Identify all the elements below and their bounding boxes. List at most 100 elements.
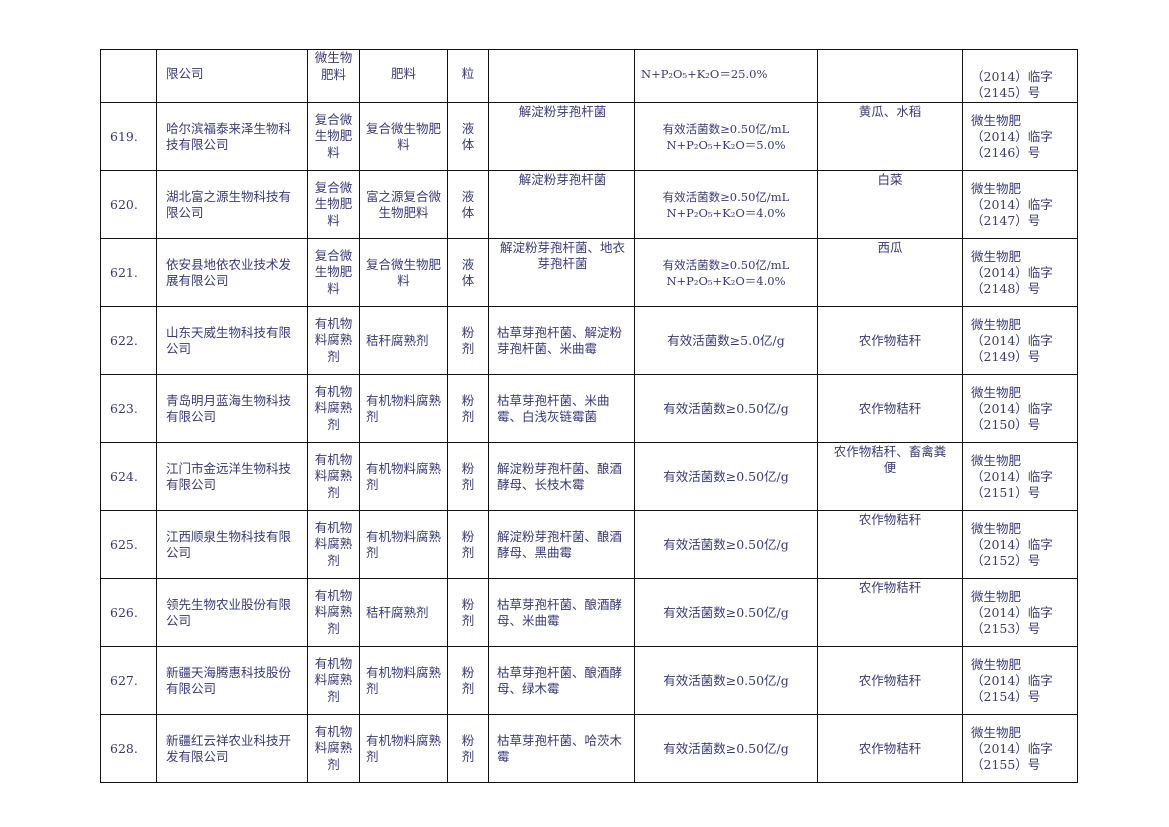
content-line-1: 有效活菌数≥0.50亿/g [663, 468, 789, 484]
cell-content: 有效活菌数≥0.50亿/g [634, 374, 818, 443]
cell-content: 有效活菌数≥0.50亿/g [634, 510, 818, 579]
cell-form: 粉剂 [447, 374, 489, 443]
cell-content: 有效活菌数≥0.50亿/mL N+P₂O₅+K₂O＝4.0% [634, 170, 818, 239]
cell-type: 有机物料腐熟剂 [307, 306, 360, 375]
cell-product-name: 有机物料腐熟剂 [359, 510, 448, 579]
registration-line-2: （2148）号 [971, 280, 1041, 296]
cell-company: 江西顺泉生物科技有限公司 [156, 510, 308, 579]
cell-strain [488, 49, 635, 103]
cell-company: 江门市金远洋生物科技有限公司 [156, 442, 308, 511]
cell-crop: 农作物秸秆、畜禽粪便 [817, 442, 963, 511]
registration-line-1: （2014）临字 [971, 468, 1053, 484]
cell-form: 粉剂 [447, 646, 489, 715]
cell-number: 625. [100, 510, 157, 579]
cell-type: 有机物料腐熟剂 [307, 646, 360, 715]
table-row-continued: 限公司 微生物肥料 肥料 粒 N+P₂O₅+K₂O＝25.0% （2014）临字… [100, 49, 1078, 103]
cell-number: 622. [100, 306, 157, 375]
cell-number: 627. [100, 646, 157, 715]
cell-crop: 农作物秸秆 [817, 646, 963, 715]
cell-content: 有效活菌数≥0.50亿/g [634, 714, 818, 783]
registration-line-0: 微生物肥 [971, 588, 1022, 604]
cell-type: 有机物料腐熟剂 [307, 714, 360, 783]
cell-form: 粒 [447, 49, 489, 103]
registration-table: 限公司 微生物肥料 肥料 粒 N+P₂O₅+K₂O＝25.0% （2014）临字… [100, 49, 1078, 783]
registration-line-0: 微生物肥 [971, 452, 1022, 468]
registration-line-1: （2014）临字 [971, 536, 1053, 552]
cell-form: 液体 [447, 170, 489, 239]
cell-company: 哈尔滨福泰来泽生物科技有限公司 [156, 102, 308, 171]
registration-line-2: （2155）号 [971, 756, 1041, 772]
cell-product-name: 复合微生物肥料 [359, 102, 448, 171]
cell-type: 复合微生物肥料 [307, 170, 360, 239]
registration-line-0: 微生物肥 [971, 656, 1022, 672]
cell-form: 粉剂 [447, 510, 489, 579]
cell-registration: 微生物肥 （2014）临字 （2149）号 [962, 306, 1078, 375]
table-row: 627. 新疆天海腾惠科技股份有限公司 有机物料腐熟剂 有机物料腐熟剂 粉剂 枯草芽孢杆菌… [100, 646, 1078, 715]
content-line-1: 有效活菌数≥0.50亿/g [663, 672, 789, 688]
cell-crop: 农作物秸秆 [817, 714, 963, 783]
content-line-1: 有效活菌数≥0.50亿/mL [662, 189, 790, 204]
cell-strain: 解淀粉芽孢杆菌、地衣芽孢杆菌 [488, 238, 635, 307]
cell-product-name: 复合微生物肥料 [359, 238, 448, 307]
registration-line-1: （2014）临字 [971, 264, 1053, 280]
cell-strain: 解淀粉芽孢杆菌、酿酒酵母、黑曲霉 [488, 510, 635, 579]
registration-line-0: 微生物肥 [971, 112, 1022, 128]
registration-line-1: （2014）临字 [971, 196, 1053, 212]
cell-company: 山东天威生物科技有限公司 [156, 306, 308, 375]
cell-form: 粉剂 [447, 714, 489, 783]
registration-line-2: （2147）号 [971, 212, 1041, 228]
cell-number [100, 49, 157, 103]
cell-registration: 微生物肥 （2014）临字 （2154）号 [962, 646, 1078, 715]
cell-crop: 农作物秸秆 [817, 578, 963, 647]
cell-crop: 农作物秸秆 [817, 510, 963, 579]
registration-line-2: （2146）号 [971, 144, 1041, 160]
cell-product-name: 富之源复合微生物肥料 [359, 170, 448, 239]
cell-crop: 白菜 [817, 170, 963, 239]
content-line-2: N+P₂O₅+K₂O＝4.0% [666, 273, 786, 288]
cell-content: 有效活菌数≥5.0亿/g [634, 306, 818, 375]
registration-line-2: （2150）号 [971, 416, 1041, 432]
registration-line-0: 微生物肥 [971, 316, 1022, 332]
content-line-1: 有效活菌数≥0.50亿/mL [662, 257, 790, 272]
cell-product-name: 有机物料腐熟剂 [359, 714, 448, 783]
registration-line-1: （2014）临字 [971, 672, 1053, 688]
cell-registration: 微生物肥 （2014）临字 （2151）号 [962, 442, 1078, 511]
cell-crop: 农作物秸秆 [817, 306, 963, 375]
table-row: 623. 青岛明月蓝海生物科技有限公司 有机物料腐熟剂 有机物料腐熟剂 粉剂 枯草芽孢杆菌… [100, 374, 1078, 443]
cell-crop: 农作物秸秆 [817, 374, 963, 443]
table-row: 619. 哈尔滨福泰来泽生物科技有限公司 复合微生物肥料 复合微生物肥料 液体 解淀粉芽孢… [100, 102, 1078, 171]
cell-registration: 微生物肥 （2014）临字 （2152）号 [962, 510, 1078, 579]
cell-type: 有机物料腐熟剂 [307, 578, 360, 647]
cell-product-name: 肥料 [359, 49, 448, 103]
registration-line-1: （2014）临字 [971, 400, 1053, 416]
cell-strain: 枯草芽孢杆菌、哈茨木霉 [488, 714, 635, 783]
cell-content: 有效活菌数≥0.50亿/mL N+P₂O₅+K₂O＝5.0% [634, 102, 818, 171]
table-row: 628. 新疆红云祥农业科技开发有限公司 有机物料腐熟剂 有机物料腐熟剂 粉剂 枯草芽孢杆… [100, 714, 1078, 783]
cell-registration: 微生物肥 （2014）临字 （2146）号 [962, 102, 1078, 171]
cell-content: 有效活菌数≥0.50亿/g [634, 646, 818, 715]
cell-strain: 解淀粉芽孢杆菌 [488, 170, 635, 239]
cell-company: 依安县地依农业技术发展有限公司 [156, 238, 308, 307]
registration-line-0: 微生物肥 [971, 248, 1022, 264]
content-line-1: 有效活菌数≥0.50亿/mL [662, 121, 790, 136]
registration-line-1: （2014）临字 [971, 604, 1053, 620]
cell-strain: 枯草芽孢杆菌、酿酒酵母、米曲霉 [488, 578, 635, 647]
registration-line-2: （2151）号 [971, 484, 1041, 500]
content-line-1: 有效活菌数≥0.50亿/g [663, 536, 789, 552]
cell-number: 620. [100, 170, 157, 239]
content-line-2: N+P₂O₅+K₂O＝4.0% [666, 205, 786, 220]
cell-company: 新疆天海腾惠科技股份有限公司 [156, 646, 308, 715]
cell-crop [817, 49, 963, 103]
registration-line-2: （2154）号 [971, 688, 1041, 704]
cell-product-name: 有机物料腐熟剂 [359, 646, 448, 715]
cell-content: N+P₂O₅+K₂O＝25.0% [634, 49, 818, 103]
registration-line-1: （2014）临字 [971, 128, 1053, 144]
table-row: 622. 山东天威生物科技有限公司 有机物料腐熟剂 秸秆腐熟剂 粉剂 枯草芽孢杆菌、解淀粉… [100, 306, 1078, 375]
cell-crop: 西瓜 [817, 238, 963, 307]
cell-company: 限公司 [156, 49, 308, 103]
cell-registration: （2014）临字 （2145）号 [962, 49, 1078, 103]
registration-line-2: （2153）号 [971, 620, 1041, 636]
cell-product-name: 秸秆腐熟剂 [359, 578, 448, 647]
cell-product-name: 有机物料腐熟剂 [359, 442, 448, 511]
content-line-1: 有效活菌数≥0.50亿/g [663, 604, 789, 620]
